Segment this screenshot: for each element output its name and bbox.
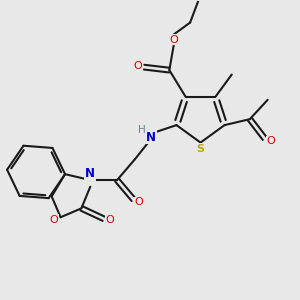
Text: O: O — [106, 215, 115, 225]
Text: O: O — [50, 215, 58, 225]
Text: O: O — [267, 136, 276, 146]
Text: O: O — [134, 197, 143, 207]
Text: N: N — [85, 167, 95, 180]
Text: N: N — [146, 130, 156, 143]
Text: O: O — [134, 61, 142, 71]
Text: O: O — [169, 34, 178, 44]
Text: S: S — [196, 144, 205, 154]
Text: H: H — [138, 125, 145, 136]
